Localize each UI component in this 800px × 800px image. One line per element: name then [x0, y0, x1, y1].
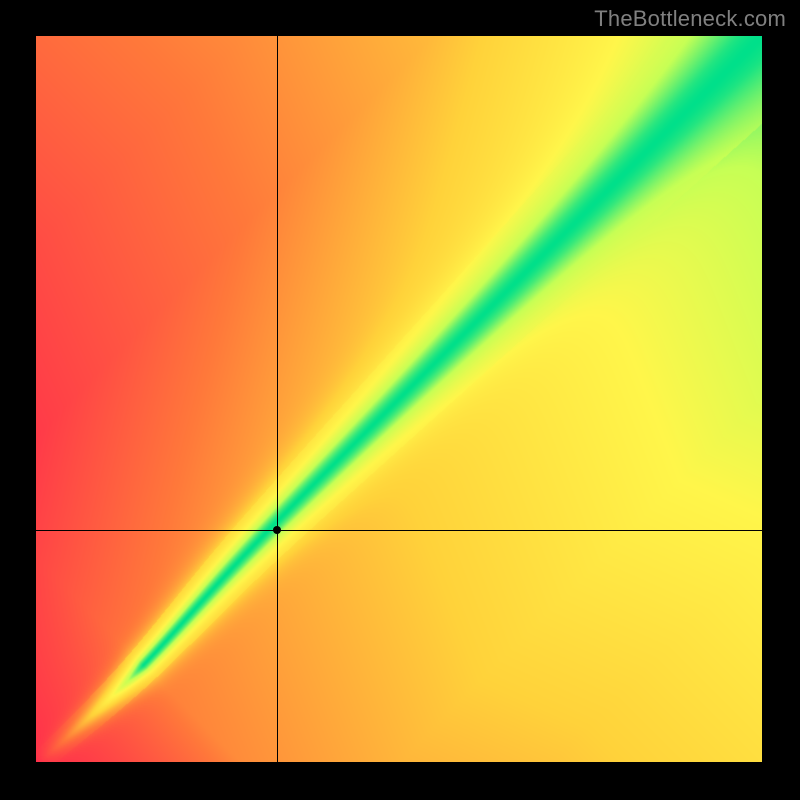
- chart-container: TheBottleneck.com: [0, 0, 800, 800]
- crosshair-horizontal: [36, 530, 762, 531]
- heatmap-canvas: [36, 36, 762, 762]
- crosshair-vertical: [277, 36, 278, 762]
- data-point-marker: [273, 526, 281, 534]
- plot-frame: [36, 36, 762, 762]
- watermark-text: TheBottleneck.com: [594, 6, 786, 32]
